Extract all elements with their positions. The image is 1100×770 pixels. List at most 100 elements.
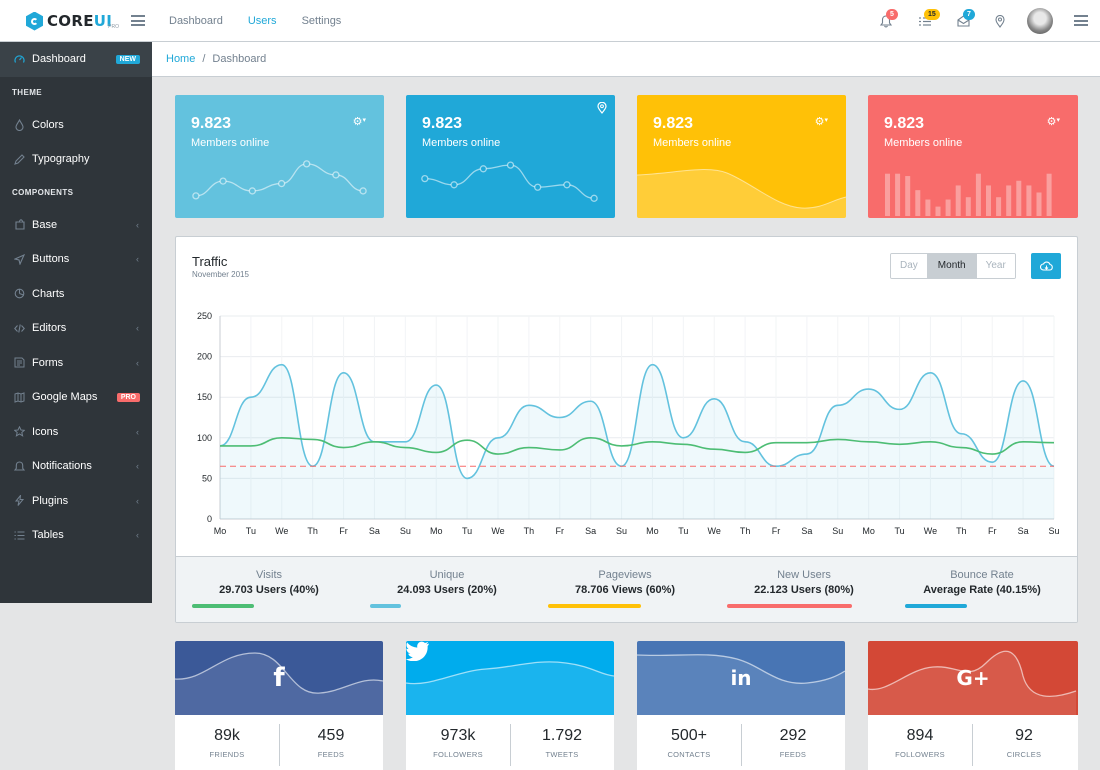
sidebar-item-label: Notifications [32, 460, 92, 473]
sidebar-item-icons[interactable]: Icons ‹ [0, 415, 152, 450]
x-tick-label: Fr [772, 526, 781, 536]
metric-progress-bar [905, 604, 967, 608]
sidebar-item-typography[interactable]: Typography [0, 142, 152, 177]
traffic-metric: Visits 29.703 Users (40%) [179, 569, 359, 608]
facebook-icon: f [273, 663, 285, 693]
sidebar-item-buttons[interactable]: Buttons ‹ [0, 242, 152, 277]
breadcrumb-home[interactable]: Home [166, 53, 196, 65]
period-day-button[interactable]: Day [891, 254, 928, 278]
breadcrumb-separator: / [202, 53, 206, 65]
sidebar-item-colors[interactable]: Colors [0, 108, 152, 143]
gear-dropdown-icon[interactable]: ⚙▾ [814, 116, 828, 128]
chevron-left-icon: ‹ [136, 254, 139, 265]
gear-dropdown-icon[interactable]: ⚙▾ [1046, 116, 1060, 128]
social-stat-label: FOLLOWERS [433, 750, 483, 759]
sidebar-item-base[interactable]: Base ‹ [0, 208, 152, 243]
stat-label: Members online [884, 137, 963, 149]
sidebar-item-label: Base [32, 218, 58, 231]
traffic-metric: Bounce Rate Average Rate (40.15%) [892, 569, 1072, 608]
chevron-left-icon: ‹ [136, 461, 139, 472]
traffic-metric: New Users 22.123 Users (80%) [714, 569, 894, 608]
chevron-left-icon: ‹ [136, 426, 139, 437]
note-icon [13, 357, 25, 369]
nav-users[interactable]: Users [247, 15, 277, 27]
x-tick-label: Su [616, 526, 627, 536]
y-tick-label: 0 [207, 514, 212, 524]
nav-settings[interactable]: Settings [301, 15, 342, 27]
x-tick-label: We [708, 526, 721, 536]
social-stat-value: 459 [317, 727, 345, 744]
sidebar-item-google-maps[interactable]: Google Maps PRO [0, 380, 152, 415]
social-stat-value: 92 [1015, 727, 1033, 744]
social-stat-label: FEEDS [779, 750, 807, 759]
metric-value: Average Rate (40.15%) [923, 584, 1041, 596]
sidebar-item-editors[interactable]: Editors ‹ [0, 311, 152, 346]
x-tick-label: Th [524, 526, 535, 536]
aside-menu-toggle-icon[interactable] [1074, 15, 1088, 26]
traffic-subtitle: November 2015 [192, 270, 249, 279]
brand-pro: PRO [108, 24, 119, 30]
breadcrumb: Home / Dashboard [152, 42, 1100, 77]
x-tick-label: Tu [678, 526, 688, 536]
social-stat-value: 894 [906, 727, 934, 744]
drop-icon [13, 118, 25, 131]
series-area-0 [220, 364, 1054, 519]
x-tick-label: Mo [430, 526, 443, 536]
y-tick-label: 50 [202, 473, 212, 483]
x-tick-label: Fr [988, 526, 997, 536]
cursor-icon [13, 253, 25, 265]
pro-badge: PRO [116, 392, 140, 402]
user-avatar[interactable] [1027, 8, 1053, 34]
sidebar-item-forms[interactable]: Forms ‹ [0, 346, 152, 381]
sidebar-item-plugins[interactable]: Plugins ‹ [0, 484, 152, 519]
stat-value: 9.823 [884, 115, 925, 132]
x-tick-label: Su [400, 526, 411, 536]
sidebar-toggle-icon[interactable] [131, 15, 145, 26]
x-tick-label: Tu [246, 526, 256, 536]
brand-name-a: CORE [47, 12, 94, 30]
metric-value: 78.706 Views (60%) [574, 584, 676, 596]
code-icon [13, 322, 25, 334]
gear-dropdown-icon[interactable]: ⚙▾ [352, 116, 366, 128]
traffic-metric: Pageviews 78.706 Views (60%) [535, 569, 715, 608]
x-tick-label: Fr [556, 526, 565, 536]
stat-value: 9.823 [653, 115, 694, 132]
y-tick-label: 200 [197, 352, 212, 362]
y-tick-label: 250 [197, 311, 212, 321]
pie-chart-icon [13, 288, 25, 300]
download-button[interactable] [1031, 253, 1061, 279]
metric-value: 24.093 Users (20%) [397, 584, 497, 596]
period-year-button[interactable]: Year [976, 254, 1015, 278]
envelope-open-icon[interactable] [954, 12, 972, 30]
metric-progress-bar [192, 604, 254, 608]
social-stat-value: 1.792 [541, 727, 583, 744]
metric-value: 22.123 Users (80%) [754, 584, 854, 596]
members-online-card: 9.823 Members online ⚙▾ [175, 95, 384, 218]
brand-logo[interactable]: COREUI PRO [26, 11, 119, 31]
location-pin-icon[interactable] [991, 12, 1009, 30]
map-icon [13, 391, 25, 403]
sidebar-item-notifications[interactable]: Notifications ‹ [0, 449, 152, 484]
new-badge: NEW [115, 54, 140, 64]
sidebar-item-charts[interactable]: Charts [0, 277, 152, 312]
chevron-left-icon: ‹ [136, 323, 139, 334]
traffic-metric: Unique 24.093 Users (20%) [357, 569, 537, 608]
period-month-button[interactable]: Month [927, 254, 977, 278]
traffic-chart: 0 50 100 150 200 250 Mo Tu We Th Fr Sa Su Mo Tu We Th Fr S… [197, 311, 1060, 536]
sidebar-item-tables[interactable]: Tables ‹ [0, 518, 152, 553]
x-tick-label: Tu [462, 526, 472, 536]
social-stat-label: TWEETS [545, 750, 579, 759]
metric-progress-bar [727, 604, 852, 608]
chevron-left-icon: ‹ [136, 530, 139, 541]
x-tick-label: We [924, 526, 937, 536]
sidebar-item-label: Google Maps [32, 391, 98, 404]
sidebar-item-dashboard[interactable]: Dashboard NEW [0, 42, 152, 77]
x-tick-label: Th [740, 526, 751, 536]
social-stat-label: FRIENDS [209, 750, 245, 759]
x-tick-label: Mo [214, 526, 227, 536]
nav-dashboard[interactable]: Dashboard [169, 15, 223, 27]
divider [279, 724, 280, 766]
breadcrumb-current: Dashboard [212, 53, 267, 65]
metric-label: Unique [429, 569, 465, 581]
x-tick-label: Sa [801, 526, 812, 536]
